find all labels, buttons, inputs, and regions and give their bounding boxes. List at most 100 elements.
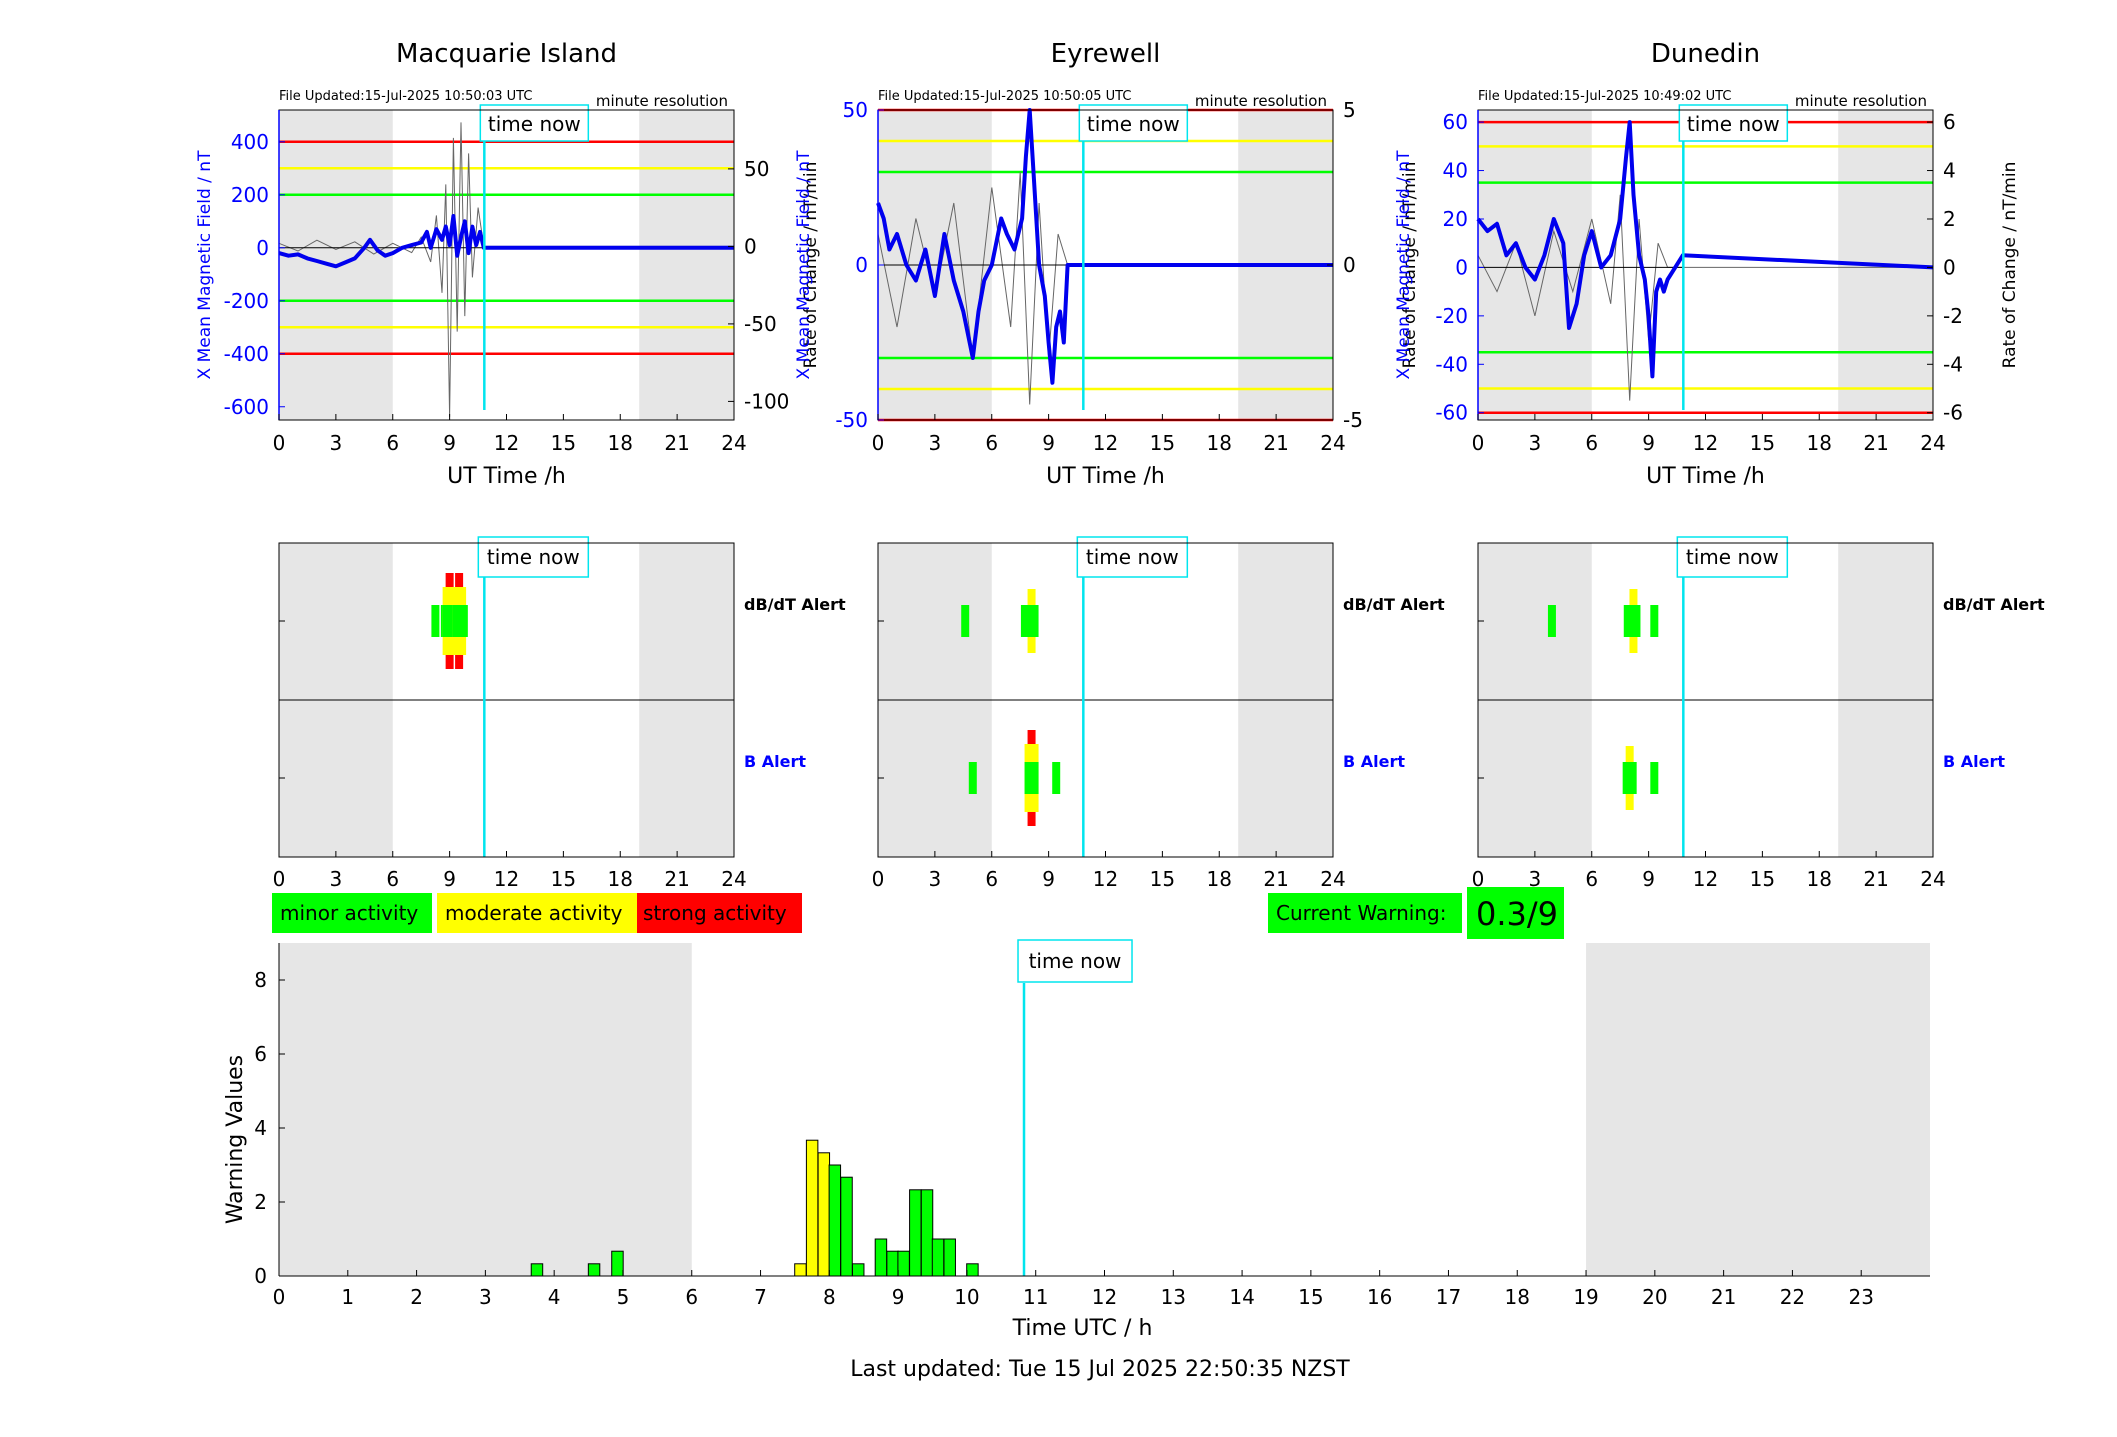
x-tick-label: 18: [1807, 867, 1832, 891]
x-tick-label: 21: [1863, 867, 1888, 891]
left-tick-label: -50: [835, 408, 868, 432]
x-tick-label: 6: [985, 867, 998, 891]
x-tick-label: 21: [1263, 431, 1288, 455]
x-tick-label: 3: [330, 867, 343, 891]
dbdt-alert-minor-bar: [1626, 605, 1641, 637]
left-tick-label: -20: [1435, 304, 1468, 328]
y-tick-label: 6: [254, 1042, 267, 1066]
right-tick-label: 0: [1943, 255, 1956, 279]
x-tick-label: 19: [1573, 1285, 1598, 1309]
x-tick-label: 24: [1920, 867, 1945, 891]
x-tick-label: 3: [929, 867, 942, 891]
station-panel-1: Macquarie Island time now File Updated:15-…: [195, 39, 821, 489]
station-field-panels: Macquarie Island time now File Updated:15-…: [195, 39, 2020, 489]
warning-bar: [805, 1139, 819, 1277]
warning-bar: [920, 1189, 934, 1277]
x-tick-label: 15: [1150, 431, 1175, 455]
station-panel-3: Dunedin time now File Updated:15-Jul-2025 …: [1394, 39, 2020, 489]
b-alert-minor-bar: [968, 762, 977, 794]
x-tick-label: 21: [664, 431, 689, 455]
left-tick-label: 60: [1443, 110, 1468, 134]
alert-panel-3: time now dB/dT Alert B Alert 0 3 6 9 12 15 18 21 24: [1472, 536, 2045, 891]
left-tick-label: 40: [1443, 159, 1468, 183]
file-updated-text: File Updated:15-Jul-2025 10:50:03 UTC: [279, 89, 532, 104]
x-tick-label: 9: [1642, 431, 1655, 455]
x-tick-label: 9: [1642, 867, 1655, 891]
y-axis-right-label: Rate of Change / nT/min: [801, 162, 821, 369]
legend-minor-swatch: [272, 893, 432, 933]
time-now-label: time now: [1086, 545, 1179, 569]
warning-bar: [874, 1238, 888, 1277]
x-tick-label: 0: [273, 1285, 286, 1309]
dbdt-alert-label: dB/dT Alert: [1943, 595, 2045, 614]
minute-resolution-label: minute resolution: [596, 92, 728, 110]
right-tick-label: -50: [744, 312, 777, 336]
mean-field-line: [876, 108, 1333, 385]
left-tick-label: 0: [1455, 255, 1468, 279]
x-tick-label: 12: [1093, 867, 1118, 891]
x-tick-label: 11: [1023, 1285, 1048, 1309]
y-tick-label: 4: [254, 1116, 267, 1140]
right-tick-label: -6: [1943, 401, 1963, 425]
x-tick-label: 24: [1320, 867, 1345, 891]
x-tick-label: 6: [1585, 431, 1598, 455]
x-tick-label: 24: [1920, 431, 1945, 455]
x-tick-label: 9: [1042, 867, 1055, 891]
y-axis-left-label: X Mean Magnetic Field / nT: [1394, 150, 1414, 380]
x-tick-label: 24: [1320, 431, 1345, 455]
x-axis-label: UT Time /h: [1646, 464, 1765, 489]
b-alert-minor-bar: [1024, 762, 1039, 794]
time-now-label: time now: [1687, 112, 1780, 136]
right-tick-label: 6: [1943, 110, 1956, 134]
y-axis-right-label: Rate of Change / nT/min: [1400, 162, 1420, 369]
x-tick-label: 17: [1436, 1285, 1461, 1309]
x-tick-label: 9: [892, 1285, 905, 1309]
x-tick-label: 12: [1092, 1285, 1117, 1309]
x-tick-label: 5: [617, 1285, 630, 1309]
time-now-label: time now: [488, 112, 581, 136]
x-tick-label: 6: [1585, 867, 1598, 891]
current-warning-box: [1268, 893, 1462, 933]
x-tick-label: 3: [1529, 867, 1542, 891]
legend-strong-swatch: [637, 893, 802, 933]
x-tick-label: 15: [1750, 431, 1775, 455]
y-axis-left-label: X Mean Magnetic Field / nT: [195, 150, 215, 380]
night-shade: [279, 943, 692, 1276]
warning-bar: [931, 1238, 945, 1277]
x-tick-label: 6: [985, 431, 998, 455]
x-tick-label: 21: [1711, 1285, 1736, 1309]
night-shade: [639, 110, 734, 420]
right-tick-label: 50: [744, 157, 769, 181]
x-tick-label: 18: [608, 431, 633, 455]
night-shade: [1586, 943, 1930, 1276]
right-tick-label: -100: [744, 389, 789, 413]
right-tick-label: 5: [1343, 98, 1356, 122]
warning-bar: [817, 1152, 831, 1277]
x-tick-label: 12: [1093, 431, 1118, 455]
x-tick-label: 15: [1750, 867, 1775, 891]
left-tick-label: 0: [855, 253, 868, 277]
current-warning-label: Current Warning:: [1276, 901, 1446, 925]
alert-panel-1: time now dB/dT Alert B Alert 0 3 6 9 12 15 18 21 24: [273, 536, 846, 891]
x-tick-label: 18: [1207, 867, 1232, 891]
mean-field-line: [1476, 120, 1934, 379]
warning-bar: [909, 1189, 922, 1277]
left-tick-label: 400: [231, 130, 269, 154]
b-alert-label: B Alert: [744, 752, 806, 771]
time-now-box: [1078, 104, 1189, 142]
dbdt-alert-minor-bar: [1650, 605, 1659, 637]
x-tick-label: 9: [443, 867, 456, 891]
x-tick-label: 9: [443, 431, 456, 455]
warning-bar: [840, 1176, 853, 1277]
time-now-box: [1076, 536, 1189, 578]
left-tick-label: -400: [224, 342, 269, 366]
x-tick-label: 12: [494, 867, 519, 891]
x-tick-label: 23: [1848, 1285, 1873, 1309]
x-tick-label: 16: [1367, 1285, 1392, 1309]
x-axis-label: Time UTC / h: [1012, 1316, 1153, 1341]
x-tick-label: 9: [1042, 431, 1055, 455]
x-tick-label: 21: [1263, 867, 1288, 891]
right-tick-label: 4: [1943, 159, 1956, 183]
